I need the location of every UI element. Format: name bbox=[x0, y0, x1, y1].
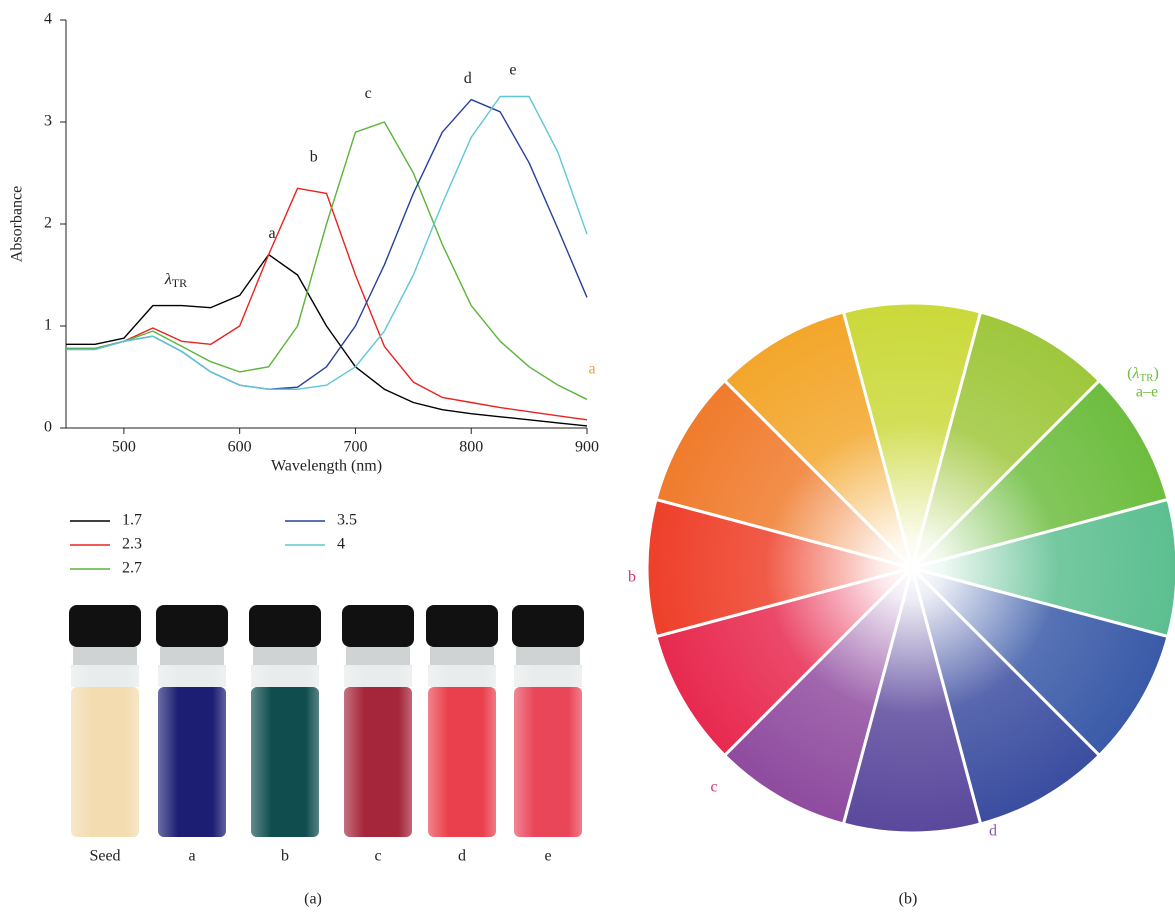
series-line bbox=[66, 122, 587, 399]
annotation: d bbox=[464, 70, 472, 87]
series-line bbox=[66, 97, 587, 390]
vial-shine bbox=[251, 665, 319, 837]
x-tick-label: 700 bbox=[343, 439, 367, 456]
y-tick-label: 2 bbox=[44, 215, 52, 232]
wheel-glow bbox=[647, 303, 1175, 833]
legend-label: 4 bbox=[337, 536, 345, 553]
wheel-green-label: (λTR) bbox=[1127, 365, 1159, 384]
panel-label: (a) bbox=[304, 891, 322, 908]
paren: ) bbox=[1154, 365, 1159, 382]
vial-label: e bbox=[544, 848, 551, 865]
vial-neck bbox=[346, 647, 410, 665]
vial-shine bbox=[158, 665, 226, 837]
x-tick-label: 500 bbox=[112, 439, 136, 456]
x-axis-label: Wavelength (nm) bbox=[271, 458, 382, 475]
legend-label: 1.7 bbox=[122, 512, 142, 529]
annotation: e bbox=[509, 62, 516, 79]
vial-cap bbox=[342, 605, 414, 647]
vial-label: Seed bbox=[89, 848, 120, 865]
vial-shine bbox=[71, 665, 139, 837]
legend-label: 3.5 bbox=[337, 512, 357, 529]
x-tick-label: 900 bbox=[575, 439, 599, 456]
x-tick-label: 600 bbox=[228, 439, 252, 456]
vial-cap bbox=[426, 605, 498, 647]
vial-neck bbox=[253, 647, 317, 665]
annotation: b bbox=[310, 148, 318, 165]
wheel-label: a bbox=[588, 361, 595, 378]
legend-label: 2.3 bbox=[122, 536, 142, 553]
vial-shine bbox=[344, 665, 412, 837]
y-tick-label: 1 bbox=[44, 317, 52, 334]
annotation: a bbox=[269, 225, 276, 242]
annotation: c bbox=[365, 85, 372, 102]
vial-neck bbox=[73, 647, 137, 665]
vial-label: a bbox=[188, 848, 195, 865]
x-tick-label: 800 bbox=[459, 439, 483, 456]
vial-shine bbox=[428, 665, 496, 837]
vial-neck bbox=[516, 647, 580, 665]
vial-cap bbox=[69, 605, 141, 647]
vial-label: c bbox=[374, 848, 381, 865]
wheel-green-range: a–e bbox=[1136, 384, 1158, 401]
vial-label: b bbox=[281, 848, 289, 865]
vial-cap bbox=[156, 605, 228, 647]
y-tick-label: 4 bbox=[44, 11, 52, 28]
figure: 500 600 700 800 900 0 1 2 3 4 Wavelength (nm) Absor… bbox=[0, 0, 1175, 911]
series-line bbox=[66, 100, 587, 390]
y-tick-label: 3 bbox=[44, 113, 52, 130]
vial-neck bbox=[160, 647, 224, 665]
annotation: λTR bbox=[164, 271, 187, 290]
vial-cap bbox=[249, 605, 321, 647]
lambda-sub: TR bbox=[1139, 372, 1154, 384]
series-line bbox=[66, 255, 587, 426]
y-axis-label: Absorbance bbox=[9, 186, 26, 262]
annotation-sub: TR bbox=[172, 276, 187, 290]
lambda: λ bbox=[1132, 365, 1140, 382]
wheel-label: b bbox=[628, 569, 636, 586]
wheel-label: d bbox=[989, 823, 997, 840]
vial-label: d bbox=[458, 848, 466, 865]
legend-label: 2.7 bbox=[122, 560, 142, 577]
vial-shine bbox=[514, 665, 582, 837]
vial-cap bbox=[512, 605, 584, 647]
panel-label: (b) bbox=[899, 891, 918, 908]
wheel-label: c bbox=[710, 779, 717, 796]
vial-neck bbox=[430, 647, 494, 665]
y-tick-label: 0 bbox=[44, 419, 52, 436]
